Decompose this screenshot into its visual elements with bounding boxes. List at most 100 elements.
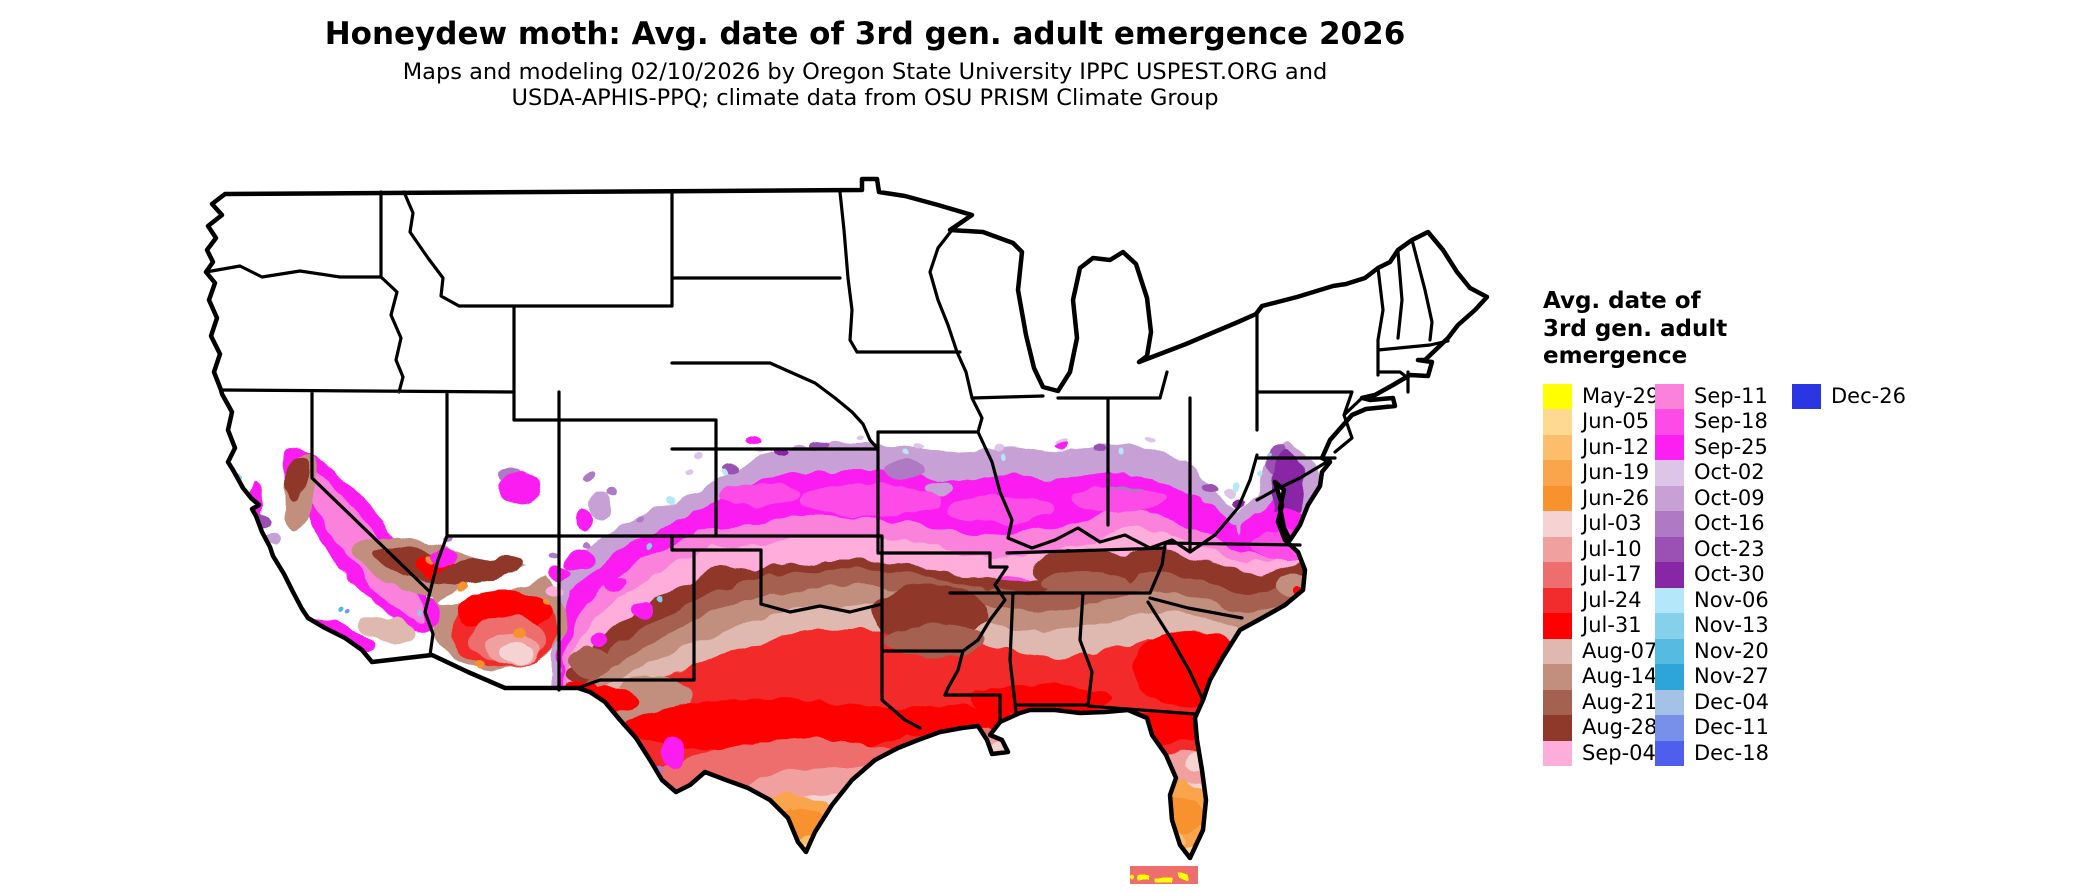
legend-entry-nov06: Nov-06 — [1655, 587, 1792, 613]
az-rim-white — [439, 563, 555, 607]
legend-label: Dec-18 — [1694, 740, 1769, 765]
figure-subtitle: Maps and modeling 02/10/2026 by Oregon S… — [0, 59, 1730, 111]
legend-entry-dec04: Dec-04 — [1655, 689, 1792, 715]
az-aug28 — [435, 555, 525, 585]
legend-entry-jul31: Jul-31 — [1543, 613, 1655, 639]
legend-label: Oct-16 — [1694, 511, 1765, 535]
legend-entry-jun12: Jun-12 — [1543, 434, 1655, 460]
legend-label: Aug-07 — [1582, 638, 1658, 663]
legend-swatch-sep11 — [1655, 383, 1684, 409]
legend-swatch-aug07 — [1543, 638, 1572, 664]
legend-entry-jul03: Jul-03 — [1543, 511, 1655, 537]
legend-label: Jul-03 — [1582, 511, 1642, 535]
legend-label: Sep-18 — [1694, 409, 1768, 433]
legend-label: Dec-26 — [1831, 383, 1906, 408]
legend-swatch-dec18 — [1655, 740, 1684, 766]
legend-columns: May-29 Jun-05 Jun-12 Jun-19 Jun-26 Jul-03 Jul-… — [1543, 383, 2083, 766]
legend-title-line-2: 3rd gen. adult — [1543, 315, 1728, 342]
legend-label: Jun-26 — [1582, 485, 1650, 510]
legend-swatch-oct02 — [1655, 460, 1684, 486]
legend-swatch-jul17 — [1543, 562, 1572, 588]
legend-label: Jun-19 — [1582, 460, 1650, 484]
legend-swatch-dec26 — [1792, 383, 1821, 409]
legend-label: Sep-11 — [1694, 383, 1768, 408]
legend-entry-sep18: Sep-18 — [1655, 409, 1792, 435]
specks-dec04 — [1265, 452, 1271, 458]
legend-entry-nov20: Nov-20 — [1655, 638, 1792, 664]
legend-swatch-dec04 — [1655, 689, 1684, 715]
subtitle-line-1: Maps and modeling 02/10/2026 by Oregon S… — [402, 59, 1328, 85]
az-jul03 — [498, 644, 534, 664]
az-orange — [456, 583, 549, 668]
speckles-oct02 — [686, 434, 1236, 496]
specks-dec18 — [251, 547, 257, 553]
legend-swatch-sep04 — [1543, 740, 1572, 766]
sw-pink-fringe — [546, 584, 566, 596]
legend-swatch-nov13 — [1655, 613, 1684, 639]
legend-label: Aug-28 — [1582, 715, 1658, 739]
blobs-jun12 — [798, 832, 1185, 848]
state-borders — [204, 190, 1450, 730]
legend-swatch-nov20 — [1655, 638, 1684, 664]
legend-entry-jun05: Jun-05 — [1543, 409, 1655, 435]
legend-swatch-oct30 — [1655, 562, 1684, 588]
legend-label: Aug-14 — [1582, 664, 1658, 688]
legend-label: Nov-27 — [1694, 664, 1769, 688]
legend-swatch-sep18 — [1655, 409, 1684, 435]
legend-entry-sep11: Sep-11 — [1655, 383, 1792, 409]
legend-label: Aug-21 — [1582, 689, 1658, 714]
legend-swatch-nov27 — [1655, 664, 1684, 690]
legend-label: Oct-23 — [1694, 536, 1765, 561]
legend-title-line-1: Avg. date of — [1543, 288, 1701, 314]
legend-swatch-oct09 — [1655, 485, 1684, 511]
legend-swatch-jun26 — [1543, 485, 1572, 511]
legend-swatch-aug28 — [1543, 715, 1572, 741]
legend-entry-jun26: Jun-26 — [1543, 485, 1655, 511]
legend-swatch-dec11 — [1655, 715, 1684, 741]
legend-swatch-nov06 — [1655, 587, 1684, 613]
keys-may29 — [1131, 872, 1187, 883]
legend-label: Sep-25 — [1694, 434, 1768, 459]
specks-dec26 — [243, 535, 249, 541]
legend-entry-nov27: Nov-27 — [1655, 664, 1792, 690]
legend-entry-sep04: Sep-04 — [1543, 740, 1656, 766]
legend-entry-dec11: Dec-11 — [1655, 715, 1792, 741]
legend-swatch-aug21 — [1543, 689, 1572, 715]
subtitle-line-2: USDA-APHIS-PPQ; climate data from OSU PR… — [511, 84, 1219, 111]
specks-nov27 — [253, 585, 259, 591]
legend-label: Jul-10 — [1582, 536, 1642, 561]
legend-label: Nov-06 — [1694, 587, 1769, 612]
legend-entry-nov13: Nov-13 — [1655, 613, 1792, 639]
legend-entry-oct30: Oct-30 — [1655, 562, 1792, 588]
legend-entry-jul17: Jul-17 — [1543, 562, 1655, 588]
ca-aug07 — [358, 615, 418, 645]
legend-column-1: May-29 Jun-05 Jun-12 Jun-19 Jun-26 Jul-03 Jul-… — [1543, 383, 1659, 766]
legend: Avg. date of 3rd gen. adult emergence Ma… — [1543, 288, 2083, 766]
legend-label: Dec-04 — [1694, 689, 1769, 714]
legend-label: Jun-12 — [1582, 434, 1650, 459]
figure-title: Honeydew moth: Avg. date of 3rd gen. adu… — [324, 16, 1406, 52]
legend-label: Oct-09 — [1694, 485, 1765, 510]
legend-label: Nov-20 — [1694, 638, 1769, 663]
legend-entry-sep25: Sep-25 — [1655, 434, 1792, 460]
specks-nov06 — [669, 447, 1265, 503]
legend-entry-jul24: Jul-24 — [1543, 587, 1655, 613]
legend-swatch-jun12 — [1543, 434, 1572, 460]
legend-entry-dec26: Dec-26 — [1792, 383, 1906, 409]
legend-label: Jun-05 — [1582, 409, 1650, 433]
legend-entry-jun19: Jun-19 — [1543, 460, 1655, 486]
legend-entry-may29: May-29 — [1543, 383, 1659, 409]
legend-swatch-jul10 — [1543, 536, 1572, 562]
us-outline — [203, 176, 1490, 861]
legend-entry-jul10: Jul-10 — [1543, 536, 1655, 562]
legend-label: Jul-31 — [1582, 613, 1642, 637]
legend-entry-oct09: Oct-09 — [1655, 485, 1792, 511]
legend-entry-oct02: Oct-02 — [1655, 460, 1792, 486]
legend-entry-oct23: Oct-23 — [1655, 536, 1792, 562]
legend-label: Dec-11 — [1694, 715, 1769, 739]
legend-label: Oct-02 — [1694, 460, 1765, 484]
sw-magenta-fringe — [424, 508, 709, 804]
legend-swatch-jun05 — [1543, 409, 1572, 435]
legend-entry-aug14: Aug-14 — [1543, 664, 1658, 690]
legend-label: Sep-04 — [1582, 740, 1656, 765]
